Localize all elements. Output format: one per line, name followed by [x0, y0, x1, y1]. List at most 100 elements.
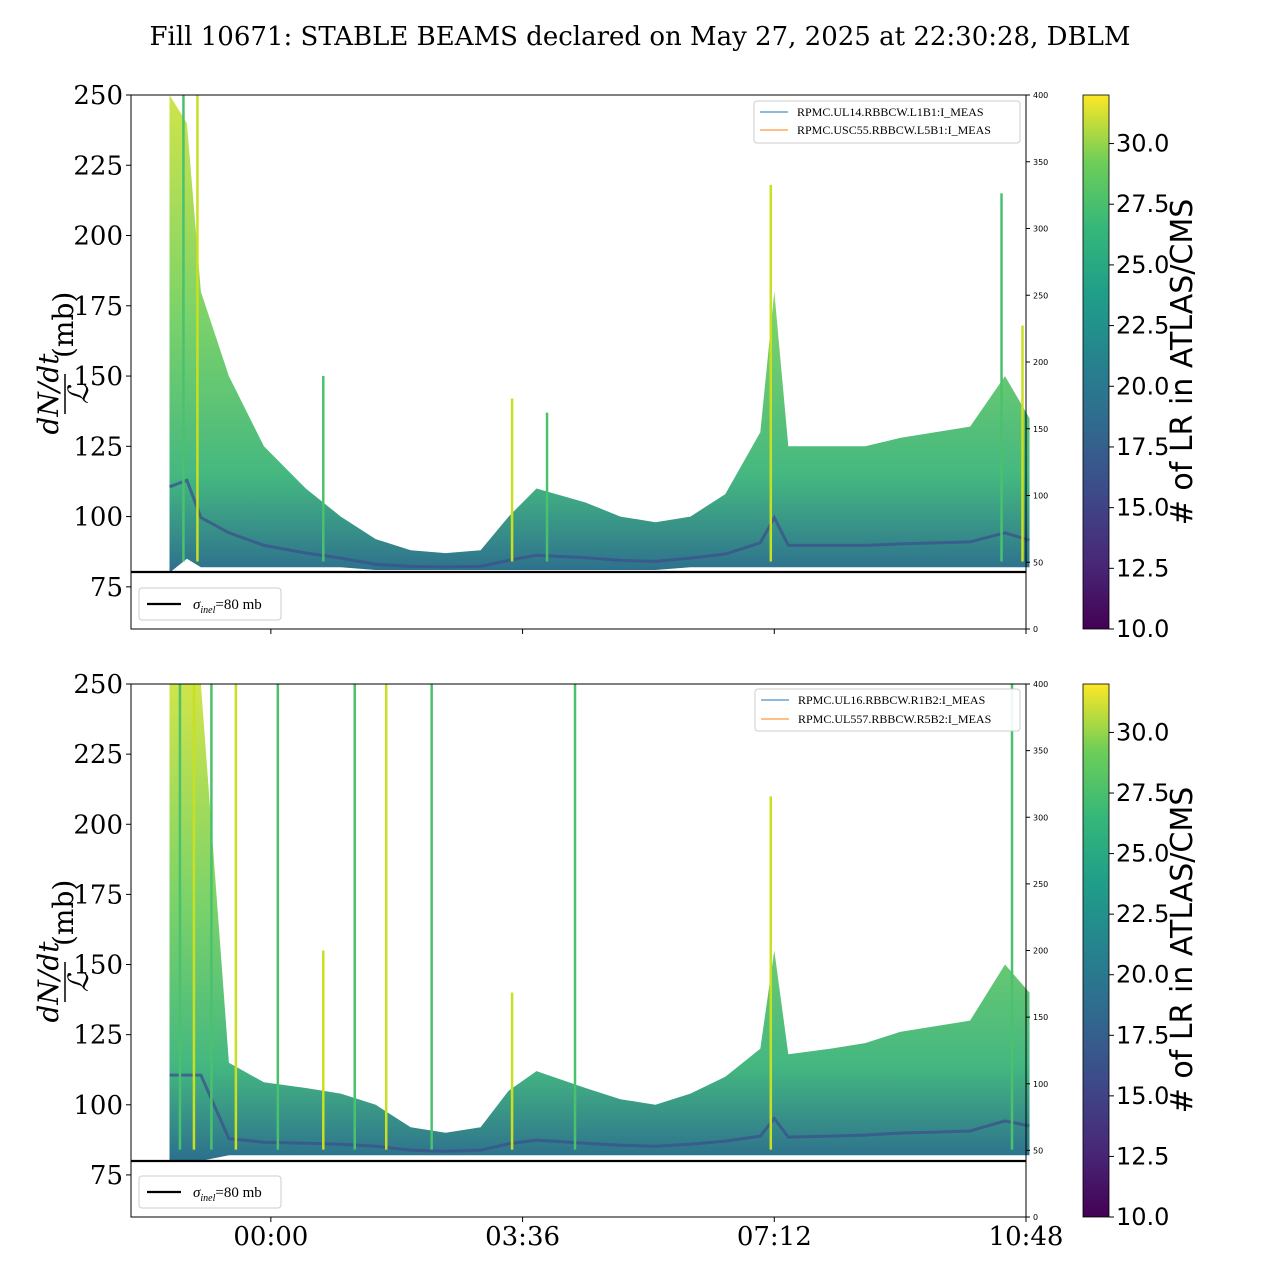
legend-series-1-bottom: RPMC.UL16.RBBCW.R1B2:I_MEAS [798, 693, 985, 707]
y-label-denominator-bottom: ℒ [62, 971, 95, 992]
y-axis-top: 75 100 125 150 175 200 225 250 [73, 81, 131, 603]
right-tick-label: 0 [1033, 1213, 1038, 1222]
y-label-numerator-bottom: dN/dt [32, 941, 65, 1023]
data-marks-bottom [169, 684, 1030, 1161]
y-tick-label: 125 [73, 432, 123, 462]
plot-frame-bottom [130, 683, 1027, 1218]
right-tick-label: 350 [1033, 158, 1048, 167]
y-tick-label: 225 [73, 151, 123, 181]
right-tick-label: 400 [1033, 91, 1048, 100]
right-tick-label: 150 [1033, 1013, 1048, 1022]
right-tick-label: 200 [1033, 358, 1048, 367]
x-tick-label: 03:36 [485, 1222, 560, 1252]
y-label-numerator: dN/dt [32, 353, 65, 435]
y-tick-label: 100 [73, 1091, 123, 1121]
y-axis-bottom: 75 100 125 150 175 200 225 250 [73, 670, 131, 1191]
colorbar-label-top: # of LR in ATLAS/CMS [1165, 199, 1200, 526]
right-tick-label: 250 [1033, 291, 1048, 300]
y-tick-label: 75 [90, 1161, 123, 1191]
right-axis-top: 0 50 100 150 200 250 300 350 400 [1026, 91, 1048, 634]
legend-reference-bottom: σinel=80 mb [138, 1175, 282, 1209]
colorbar-tick-label: 27.5 [1116, 779, 1169, 807]
y-tick-label: 75 [90, 573, 123, 603]
legend-ref-rest-bottom: =80 mb [215, 1185, 261, 1201]
colorbar-tick-label: 17.5 [1116, 433, 1169, 461]
colorbar-tick-label: 10.0 [1116, 615, 1169, 643]
legend-series-1-top: RPMC.UL14.RBBCW.L1B1:I_MEAS [797, 105, 984, 119]
chart-title: Fill 10671: STABLE BEAMS declared on May… [150, 22, 1131, 52]
panel-top: 75 100 125 150 175 200 225 250 0 50 100 150 200 250 3… [32, 81, 1200, 643]
right-tick-label: 200 [1033, 947, 1048, 956]
colorbar-tick-label: 22.5 [1116, 312, 1169, 340]
y-tick-label: 175 [73, 292, 123, 322]
colorbar-tick-label: 30.0 [1116, 718, 1169, 746]
y-tick-label: 250 [73, 670, 123, 700]
right-tick-label: 250 [1033, 880, 1048, 889]
y-tick-label: 150 [73, 951, 123, 981]
legend-series-bottom: RPMC.UL16.RBBCW.R1B2:I_MEAS RPMC.UL557.R… [754, 688, 1021, 732]
right-tick-label: 100 [1033, 492, 1048, 501]
legend-series-2-bottom: RPMC.UL557.RBBCW.R5B2:I_MEAS [798, 712, 991, 726]
data-band-top [169, 95, 1030, 573]
legend-series-2-top: RPMC.USC55.RBBCW.L5B1:I_MEAS [797, 123, 991, 137]
right-tick-label: 100 [1033, 1080, 1048, 1089]
colorbar-tick-label: 25.0 [1116, 251, 1169, 279]
legend-ref-sub-top: inel [200, 605, 215, 616]
x-axis-bottom: 00:00 03:36 07:12 10:48 [233, 1217, 1063, 1252]
colorbar-tick-label: 10.0 [1116, 1203, 1169, 1231]
y-tick-label: 250 [73, 81, 123, 111]
colorbar-label-bottom: # of LR in ATLAS/CMS [1165, 787, 1200, 1114]
panel-bottom: 75 100 125 150 175 200 225 250 0 50 100 150 200 250 3… [32, 670, 1200, 1252]
y-tick-label: 225 [73, 740, 123, 770]
legend-ref-sub-bottom: inel [200, 1193, 215, 1204]
colorbar-gradient-bottom [1082, 683, 1110, 1218]
x-tick-label: 00:00 [233, 1222, 308, 1252]
colorbar-tick-label: 22.5 [1116, 900, 1169, 928]
colorbar-tick-label: 25.0 [1116, 840, 1169, 868]
right-tick-label: 150 [1033, 425, 1048, 434]
y-tick-label: 150 [73, 362, 123, 392]
colorbar-tick-label: 17.5 [1116, 1021, 1169, 1049]
colorbar-bottom: 10.0 12.5 15.0 17.5 20.0 22.5 25.0 27.5 30.0 # o… [1082, 683, 1200, 1231]
colorbar-tick-label: 20.0 [1116, 961, 1169, 989]
colorbar-tick-label: 12.5 [1116, 1142, 1169, 1170]
legend-reference-top: σinel=80 mb [138, 587, 282, 621]
x-axis-top [270, 629, 1027, 634]
svg-text:σinel=80 mb: σinel=80 mb [193, 1185, 262, 1204]
colorbar-tick-label: 30.0 [1116, 130, 1169, 158]
right-tick-label: 0 [1033, 625, 1038, 634]
colorbar-gradient-top [1082, 94, 1110, 630]
colorbar-tick-label: 15.0 [1116, 494, 1169, 522]
right-tick-label: 300 [1033, 813, 1048, 822]
y-axis-label-top: dN/dt ℒ (mb) [32, 292, 95, 435]
right-axis-bottom: 0 50 100 150 200 250 300 350 400 [1026, 680, 1048, 1222]
legend-ref-symbol-top: σ [193, 597, 201, 613]
colorbar-tick-label: 15.0 [1116, 1082, 1169, 1110]
colorbar-tick-label: 20.0 [1116, 372, 1169, 400]
y-label-denominator: ℒ [62, 383, 95, 404]
data-trace-bottom [169, 1073, 1030, 1153]
colorbar-top: 10.0 12.5 15.0 17.5 20.0 22.5 25.0 27.5 30.0 # o… [1082, 94, 1200, 643]
x-tick-label: 10:48 [989, 1222, 1064, 1252]
x-tick-label: 07:12 [737, 1222, 812, 1252]
right-tick-label: 50 [1033, 558, 1043, 567]
y-tick-label: 100 [73, 503, 123, 533]
data-band-bottom [169, 684, 1030, 1161]
svg-text:σinel=80 mb: σinel=80 mb [193, 597, 262, 616]
y-label-unit-bottom: (mb) [47, 880, 80, 946]
y-tick-label: 200 [73, 810, 123, 840]
y-tick-label: 125 [73, 1021, 123, 1051]
colorbar-tick-label: 27.5 [1116, 190, 1169, 218]
colorbar-tick-label: 12.5 [1116, 554, 1169, 582]
right-tick-label: 350 [1033, 747, 1048, 756]
y-axis-label-bottom: dN/dt ℒ (mb) [32, 880, 95, 1023]
y-tick-label: 175 [73, 880, 123, 910]
legend-ref-rest-top: =80 mb [215, 597, 261, 613]
right-tick-label: 50 [1033, 1146, 1043, 1155]
data-marks-top [168, 95, 1030, 573]
data-trace-top [168, 478, 1030, 569]
right-tick-label: 300 [1033, 225, 1048, 234]
y-label-unit: (mb) [47, 292, 80, 358]
plot-frame-top [130, 94, 1027, 630]
